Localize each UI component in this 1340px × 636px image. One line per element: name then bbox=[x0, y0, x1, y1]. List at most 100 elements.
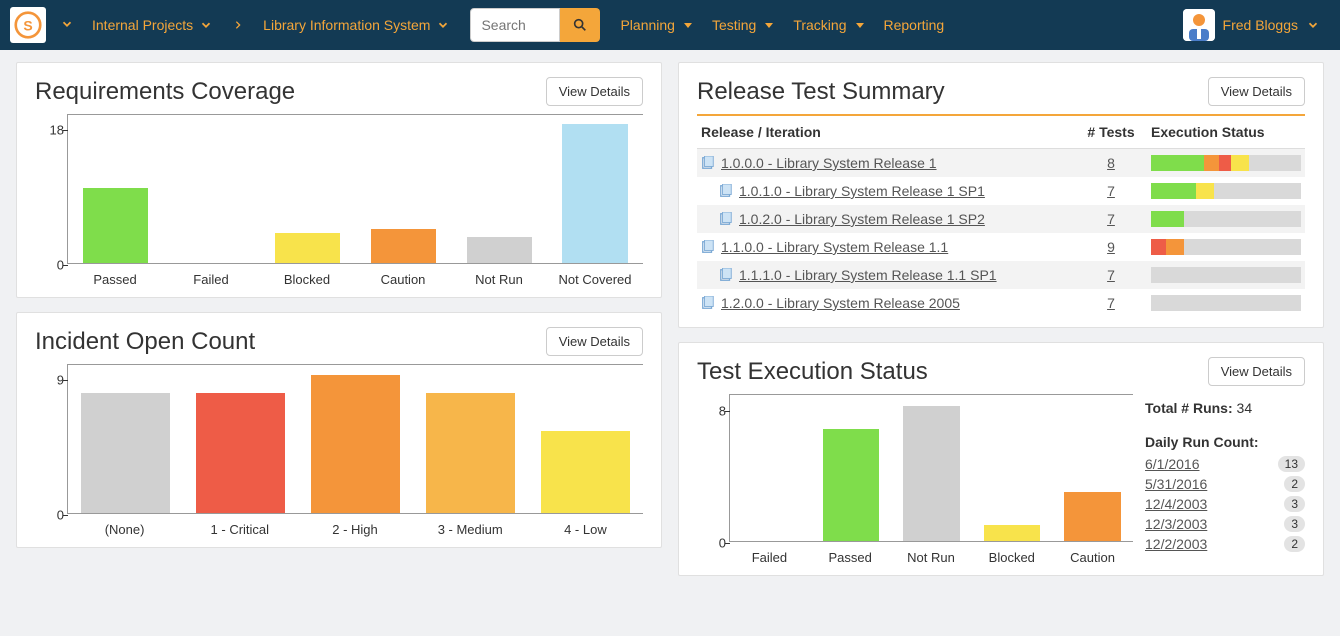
nav-planning[interactable]: Planning bbox=[610, 17, 702, 33]
release-link[interactable]: 1.0.1.0 - Library System Release 1 SP1 bbox=[739, 183, 985, 199]
execution-status-bar[interactable] bbox=[1151, 155, 1301, 171]
release-table: Release / Iteration # Tests Execution St… bbox=[697, 114, 1305, 317]
y-tick-label: 8 bbox=[702, 404, 726, 419]
y-tick-label: 0 bbox=[702, 536, 726, 551]
project-dropdown[interactable]: Library Information System bbox=[253, 17, 460, 33]
panel-title: Requirements Coverage bbox=[35, 78, 295, 106]
table-row: 1.0.0.0 - Library System Release 1 8 bbox=[697, 149, 1305, 177]
total-runs-label: Total # Runs: 34 bbox=[1145, 400, 1305, 416]
total-runs-value: 34 bbox=[1237, 400, 1253, 416]
x-tick-label: Not Run bbox=[891, 550, 972, 565]
execution-status-bar[interactable] bbox=[1151, 211, 1301, 227]
daily-run-row: 12/3/2003 3 bbox=[1145, 516, 1305, 532]
daily-count-badge: 2 bbox=[1284, 476, 1305, 492]
x-tick-label: Caution bbox=[355, 272, 451, 287]
daily-run-row: 12/4/20033 bbox=[1145, 496, 1305, 512]
release-icon bbox=[719, 184, 733, 198]
chevron-down-icon bbox=[1306, 18, 1320, 32]
x-tick-label: Caution bbox=[1052, 550, 1133, 565]
x-tick-label: Failed bbox=[163, 272, 259, 287]
daily-date-link[interactable]: 12/4/2003 bbox=[1145, 496, 1207, 512]
nav-testing[interactable]: Testing bbox=[702, 17, 783, 33]
execution-status-bar[interactable] bbox=[1151, 267, 1301, 283]
x-tick-label: (None) bbox=[67, 522, 182, 537]
chart-bar[interactable] bbox=[467, 237, 532, 263]
tests-count-link[interactable]: 7 bbox=[1107, 295, 1115, 311]
panel-title: Test Execution Status bbox=[697, 358, 928, 386]
release-icon bbox=[719, 268, 733, 282]
daily-count-badge: 3 bbox=[1284, 516, 1305, 532]
chart-bar[interactable] bbox=[823, 429, 879, 541]
daily-date-link[interactable]: 5/31/2016 bbox=[1145, 476, 1207, 492]
table-row: 1.1.1.0 - Library System Release 1.1 SP1… bbox=[697, 261, 1305, 289]
panel-requirements-coverage: Requirements Coverage View Details 018Pa… bbox=[16, 62, 662, 298]
chart-bar[interactable] bbox=[984, 525, 1040, 541]
chart-bar[interactable] bbox=[275, 233, 340, 263]
x-tick-label: Not Run bbox=[451, 272, 547, 287]
daily-run-row: 6/1/201613 bbox=[1145, 456, 1305, 472]
x-tick-label: Passed bbox=[67, 272, 163, 287]
x-tick-label: Blocked bbox=[971, 550, 1052, 565]
daily-count-badge: 2 bbox=[1284, 536, 1305, 552]
nav-tracking[interactable]: Tracking bbox=[783, 17, 873, 33]
search-button[interactable] bbox=[560, 8, 600, 42]
tests-count-link[interactable]: 7 bbox=[1107, 183, 1115, 199]
daily-date-link[interactable]: 12/3/2003 bbox=[1145, 516, 1207, 532]
daily-date-link[interactable]: 12/2/2003 bbox=[1145, 536, 1207, 552]
view-details-button[interactable]: View Details bbox=[1208, 77, 1305, 106]
panel-test-execution-status: Test Execution Status View Details 08Fai… bbox=[678, 342, 1324, 576]
view-details-button[interactable]: View Details bbox=[546, 77, 643, 106]
table-row: 1.1.0.0 - Library System Release 1.1 9 bbox=[697, 233, 1305, 261]
chart-bar[interactable] bbox=[83, 188, 148, 263]
project-group-dropdown[interactable]: Internal Projects bbox=[82, 17, 223, 33]
panel-incident-open-count: Incident Open Count View Details 0 9 (None… bbox=[16, 312, 662, 548]
release-icon bbox=[701, 296, 715, 310]
view-details-button[interactable]: View Details bbox=[546, 327, 643, 356]
release-link[interactable]: 1.2.0.0 - Library System Release 2005 bbox=[721, 295, 960, 311]
chart-bar[interactable] bbox=[562, 124, 627, 263]
daily-date-link[interactable]: 6/1/2016 bbox=[1145, 456, 1200, 472]
panel-title: Incident Open Count bbox=[35, 328, 255, 356]
x-tick-label: Not Covered bbox=[547, 272, 643, 287]
panel-release-test-summary: Release Test Summary View Details Releas… bbox=[678, 62, 1324, 328]
app-logo[interactable]: S bbox=[10, 7, 46, 43]
chart-bar[interactable] bbox=[426, 393, 516, 513]
execution-status-bar[interactable] bbox=[1151, 183, 1301, 199]
release-icon bbox=[701, 156, 715, 170]
search-icon bbox=[572, 17, 588, 33]
view-details-button[interactable]: View Details bbox=[1208, 357, 1305, 386]
table-header-row: Release / Iteration # Tests Execution St… bbox=[697, 116, 1305, 149]
chart-bar[interactable] bbox=[903, 406, 959, 541]
tests-count-link[interactable]: 7 bbox=[1107, 211, 1115, 227]
tests-count-link[interactable]: 9 bbox=[1107, 239, 1115, 255]
chart-bar[interactable] bbox=[196, 393, 286, 513]
col-exec-status: Execution Status bbox=[1151, 124, 1301, 140]
incident-open-chart: 09(None)1 - Critical2 - High3 - Medium4 … bbox=[35, 364, 643, 537]
chart-bar[interactable] bbox=[371, 229, 436, 263]
chart-bar[interactable] bbox=[541, 431, 631, 514]
tests-count-link[interactable]: 7 bbox=[1107, 267, 1115, 283]
execution-status-bar[interactable] bbox=[1151, 295, 1301, 311]
nav-reporting[interactable]: Reporting bbox=[874, 17, 955, 33]
caret-down-icon bbox=[684, 23, 692, 28]
x-tick-label: 1 - Critical bbox=[182, 522, 297, 537]
caret-down-icon bbox=[856, 23, 864, 28]
chart-bar[interactable] bbox=[81, 393, 171, 513]
col-tests: # Tests bbox=[1071, 124, 1151, 140]
user-menu[interactable]: Fred Bloggs bbox=[1173, 9, 1330, 41]
release-link[interactable]: 1.0.2.0 - Library System Release 1 SP2 bbox=[739, 211, 985, 227]
release-link[interactable]: 1.1.0.0 - Library System Release 1.1 bbox=[721, 239, 948, 255]
project-group-label: Internal Projects bbox=[92, 17, 193, 33]
y-tick-label: 0 bbox=[40, 508, 64, 523]
tests-count-link[interactable]: 8 bbox=[1107, 155, 1115, 171]
workspace-dropdown-icon[interactable] bbox=[52, 17, 82, 34]
release-link[interactable]: 1.1.1.0 - Library System Release 1.1 SP1 bbox=[739, 267, 997, 283]
chart-bar[interactable] bbox=[1064, 492, 1120, 541]
chart-bar[interactable] bbox=[311, 375, 401, 513]
y-tick-label: 9 bbox=[40, 373, 64, 388]
search-input[interactable] bbox=[470, 8, 560, 42]
y-tick-label: 18 bbox=[40, 123, 64, 138]
x-tick-label: 2 - High bbox=[297, 522, 412, 537]
execution-status-bar[interactable] bbox=[1151, 239, 1301, 255]
release-link[interactable]: 1.0.0.0 - Library System Release 1 bbox=[721, 155, 937, 171]
